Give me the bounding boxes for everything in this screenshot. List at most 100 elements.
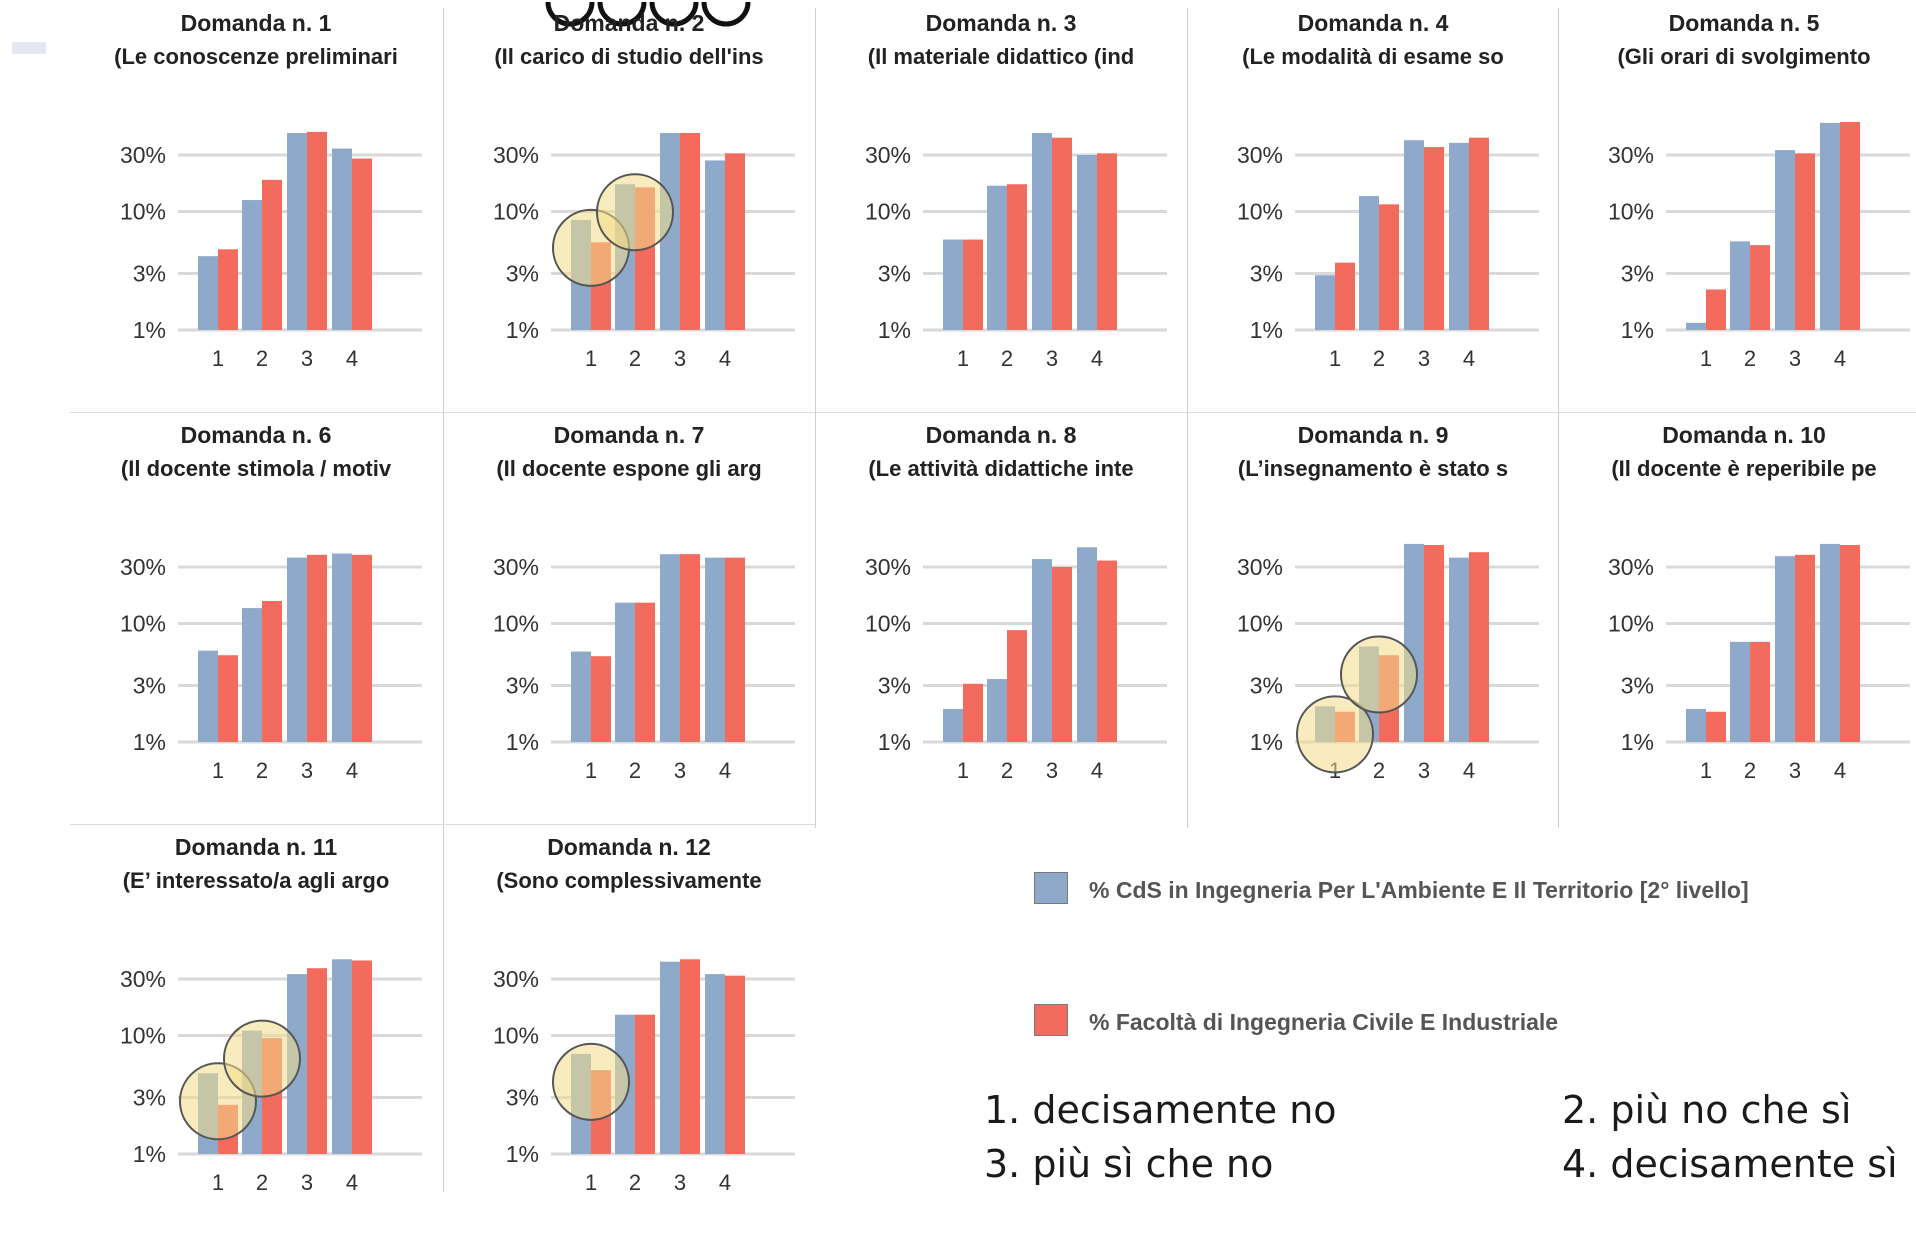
x-tick-label: 1 bbox=[1700, 758, 1712, 783]
bar-facolta bbox=[1007, 184, 1027, 330]
x-tick-label: 4 bbox=[346, 1170, 358, 1195]
y-tick-label: 3% bbox=[1250, 672, 1283, 698]
chart-panel: Domanda n. 2 (Il carico di studio dell'in… bbox=[443, 0, 815, 412]
panel-separator-vertical bbox=[443, 8, 444, 1192]
y-tick-label: 10% bbox=[1237, 611, 1283, 637]
bar-cds bbox=[1775, 556, 1795, 742]
y-tick-label: 30% bbox=[1237, 554, 1283, 580]
bar-cds bbox=[1686, 708, 1706, 742]
bar-cds bbox=[705, 160, 725, 330]
bar-facolta bbox=[307, 968, 327, 1154]
y-tick-label: 30% bbox=[1237, 142, 1283, 168]
y-tick-label: 1% bbox=[506, 317, 539, 343]
bar-facolta bbox=[307, 554, 327, 742]
bar-cds bbox=[1730, 641, 1750, 742]
bar-facolta bbox=[725, 153, 745, 330]
x-tick-label: 2 bbox=[1373, 758, 1385, 783]
bar-facolta bbox=[1379, 204, 1399, 330]
x-tick-label: 1 bbox=[1329, 346, 1341, 371]
bar-facolta bbox=[680, 133, 700, 330]
y-tick-label: 1% bbox=[1250, 729, 1283, 755]
chart-subtitle: (Il docente stimola / motiv bbox=[120, 456, 392, 481]
chart-plot: 1% 3% 10% 30% 1 2 3 4 bbox=[120, 131, 422, 371]
bar-facolta bbox=[1840, 121, 1860, 330]
bar-cds bbox=[242, 608, 262, 742]
y-tick-label: 1% bbox=[133, 317, 166, 343]
bar-facolta bbox=[1706, 289, 1726, 330]
legend-swatch-cds bbox=[1034, 872, 1068, 904]
bar-cds bbox=[571, 651, 591, 742]
y-tick-label: 3% bbox=[133, 260, 166, 286]
y-tick-label: 3% bbox=[878, 260, 911, 286]
chart-plot: 1% 3% 10% 30% 1 2 3 4 bbox=[493, 959, 795, 1195]
bar-cds bbox=[615, 602, 635, 742]
panel-separator-vertical bbox=[1187, 8, 1188, 828]
bar-facolta bbox=[1795, 554, 1815, 742]
bar-facolta bbox=[1469, 552, 1489, 742]
y-tick-label: 1% bbox=[1250, 317, 1283, 343]
highlight-circle bbox=[223, 1019, 301, 1098]
chart-title: Domanda n. 6 bbox=[180, 422, 332, 448]
highlight-circle bbox=[1340, 635, 1418, 714]
bar-facolta bbox=[635, 602, 655, 742]
chart-panel: Domanda n. 6 (Il docente stimola / motiv 1… bbox=[70, 412, 442, 824]
x-tick-label: 3 bbox=[674, 758, 686, 783]
x-tick-label: 3 bbox=[1046, 758, 1058, 783]
bar-cds bbox=[1449, 557, 1469, 742]
chart-panel: Domanda n. 10 (Il docente è reperibile pe… bbox=[1558, 412, 1916, 824]
y-tick-label: 1% bbox=[878, 317, 911, 343]
chart-panel: Domanda n. 11 (E’ interessato/a agli argo… bbox=[70, 824, 442, 1236]
scale-key: 1. decisamente no 2. più no che sì 3. pi… bbox=[984, 1082, 1916, 1192]
chart-title: Domanda n. 5 bbox=[1668, 10, 1820, 36]
chart-title: Domanda n. 4 bbox=[1297, 10, 1449, 36]
bar-cds bbox=[332, 553, 352, 742]
bar-facolta bbox=[680, 554, 700, 742]
bar-cds bbox=[1449, 142, 1469, 330]
x-tick-label: 2 bbox=[256, 758, 268, 783]
panel-separator-vertical bbox=[815, 8, 816, 828]
y-tick-label: 10% bbox=[493, 611, 539, 637]
bar-cds bbox=[1730, 241, 1750, 330]
scale-key-2: 2. più no che sì bbox=[1562, 1088, 1852, 1132]
legend-label-facolta: % Facoltà di Ingegneria Civile E Industr… bbox=[1089, 1009, 1559, 1035]
x-tick-label: 3 bbox=[301, 346, 313, 371]
chart-subtitle: (L’insegnamento è stato s bbox=[1237, 456, 1509, 481]
legend-label-cds: % CdS in Ingegneria Per L'Ambiente E Il … bbox=[1089, 877, 1749, 903]
bar-facolta bbox=[1840, 545, 1860, 742]
chart-subtitle: (Il materiale didattico (ind bbox=[867, 44, 1135, 69]
bar-cds bbox=[1820, 122, 1840, 331]
scale-key-1: 1. decisamente no bbox=[984, 1088, 1337, 1132]
bar-cds bbox=[1404, 543, 1424, 742]
x-tick-label: 3 bbox=[1418, 758, 1430, 783]
bar-cds bbox=[198, 650, 218, 742]
y-tick-label: 3% bbox=[878, 672, 911, 698]
x-tick-label: 4 bbox=[1091, 758, 1103, 783]
chart-plot: 1% 3% 10% 30% 1 2 3 4 bbox=[1608, 543, 1910, 783]
bar-cds bbox=[1032, 133, 1052, 330]
bar-facolta bbox=[352, 960, 372, 1154]
bar-cds bbox=[1404, 140, 1424, 330]
x-tick-label: 4 bbox=[1834, 758, 1846, 783]
x-tick-label: 1 bbox=[212, 1170, 224, 1195]
chart-title: Domanda n. 12 bbox=[547, 834, 711, 860]
y-tick-label: 3% bbox=[1621, 260, 1654, 286]
x-tick-label: 4 bbox=[1463, 758, 1475, 783]
x-tick-label: 1 bbox=[585, 346, 597, 371]
scale-key-4: 4. decisamente sì bbox=[1562, 1142, 1898, 1186]
chart-subtitle: (Il docente espone gli arg bbox=[496, 456, 762, 481]
panel-separator-horizontal bbox=[70, 824, 815, 825]
bar-facolta bbox=[1424, 545, 1444, 742]
x-tick-label: 3 bbox=[674, 1170, 686, 1195]
legend-swatch-facolta bbox=[1034, 1004, 1068, 1036]
x-tick-label: 4 bbox=[346, 346, 358, 371]
chart-plot: 1% 3% 10% 30% 1 2 3 4 bbox=[493, 133, 795, 371]
bar-cds bbox=[705, 557, 725, 742]
bar-cds bbox=[332, 959, 352, 1154]
chart-plot: 1% 3% 10% 30% 1 2 3 4 bbox=[865, 547, 1167, 783]
y-tick-label: 30% bbox=[493, 966, 539, 992]
x-tick-label: 2 bbox=[256, 1170, 268, 1195]
x-tick-label: 2 bbox=[629, 758, 641, 783]
chart-title: Domanda n. 3 bbox=[925, 10, 1077, 36]
bar-cds bbox=[1775, 150, 1795, 330]
bar-facolta bbox=[352, 554, 372, 742]
